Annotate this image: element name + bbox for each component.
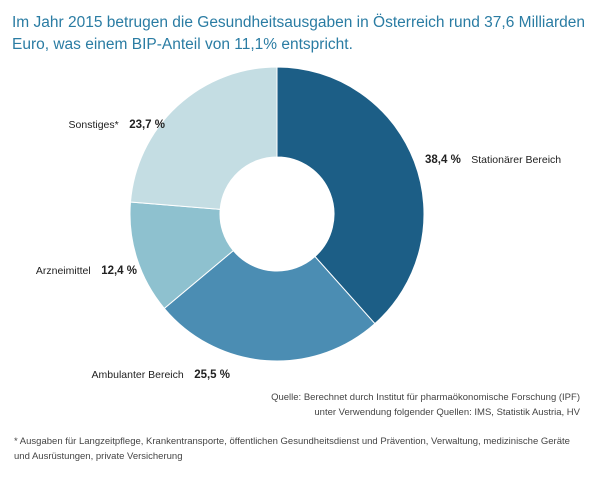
label-sonstiges: Sonstiges* 23,7 % [69,115,165,132]
title-line-1: Im Jahr 2015 betrugen die Gesundheitsaus… [12,14,585,31]
source-line-2: unter Verwendung folgender Quellen: IMS,… [314,407,580,418]
label-stationaer: 38,4 % Stationärer Bereich [425,150,561,167]
source-line-1: Quelle: Berechnet durch Institut für pha… [271,392,580,403]
chart-title: Im Jahr 2015 betrugen die Gesundheitsaus… [12,12,592,56]
name-sonstiges: Sonstiges* [69,119,119,131]
pct-ambulant: 25,5 % [194,369,230,381]
name-ambulant: Ambulanter Bereich [92,369,184,381]
title-line-2: Euro, was einem BIP-Anteil von 11,1% ent… [12,36,353,53]
slice-stationärer-bereich [276,66,425,325]
slice-sonstiges [129,66,278,210]
name-stationaer: Stationärer Bereich [471,154,561,166]
pct-stationaer: 38,4 % [425,154,461,166]
pct-sonstiges: 23,7 % [129,119,165,131]
pct-arznei: 12,4 % [101,265,137,277]
label-ambulant: Ambulanter Bereich 25,5 % [92,365,230,382]
label-arznei: Arzneimittel 12,4 % [36,261,137,278]
name-arznei: Arzneimittel [36,265,91,277]
footnote-line-1: * Ausgaben für Langzeitpflege, Krankentr… [14,436,570,447]
footnote: * Ausgaben für Langzeitpflege, Krankentr… [14,434,584,464]
footnote-line-2: und Ausrüstungen, private Versicherung [14,451,183,462]
source-note: Quelle: Berechnet durch Institut für pha… [271,390,580,420]
slice-ambulanter-bereich [163,249,376,362]
